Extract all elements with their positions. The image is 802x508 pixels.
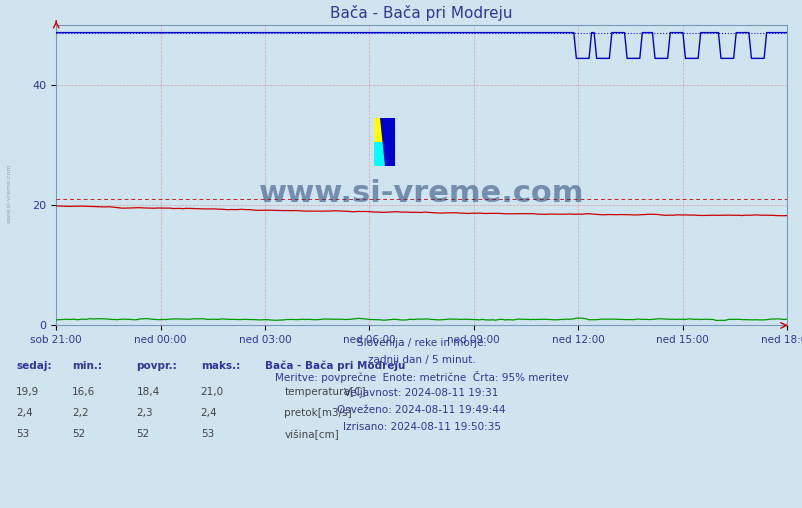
Text: 2,3: 2,3 (136, 408, 153, 418)
Text: Bača - Bača pri Modreju: Bača - Bača pri Modreju (265, 361, 405, 371)
Text: 52: 52 (136, 429, 150, 439)
Text: sedaj:: sedaj: (16, 361, 51, 371)
Text: Meritve: povprečne  Enote: metrične  Črta: 95% meritev: Meritve: povprečne Enote: metrične Črta:… (274, 371, 568, 384)
Text: 53: 53 (200, 429, 214, 439)
Text: Osveženo: 2024-08-11 19:49:44: Osveženo: 2024-08-11 19:49:44 (337, 405, 505, 415)
Text: min.:: min.: (72, 361, 102, 371)
Text: 2,4: 2,4 (200, 408, 217, 418)
Text: 52: 52 (72, 429, 86, 439)
Bar (374, 118, 385, 142)
Text: 19,9: 19,9 (16, 387, 39, 397)
Text: Veljavnost: 2024-08-11 19:31: Veljavnost: 2024-08-11 19:31 (344, 388, 498, 398)
Polygon shape (379, 118, 385, 166)
Text: www.si-vreme.com: www.si-vreme.com (6, 163, 11, 223)
Text: Izrisano: 2024-08-11 19:50:35: Izrisano: 2024-08-11 19:50:35 (342, 422, 500, 432)
Text: www.si-vreme.com: www.si-vreme.com (258, 179, 584, 208)
Text: pretok[m3/s]: pretok[m3/s] (284, 408, 351, 418)
Text: 18,4: 18,4 (136, 387, 160, 397)
Title: Bača - Bača pri Modreju: Bača - Bača pri Modreju (330, 6, 512, 21)
Text: zadnji dan / 5 minut.: zadnji dan / 5 minut. (367, 355, 475, 365)
Bar (374, 142, 385, 166)
Text: maks.:: maks.: (200, 361, 240, 371)
Text: povpr.:: povpr.: (136, 361, 177, 371)
Text: temperatura[C]: temperatura[C] (284, 387, 365, 397)
Text: 53: 53 (16, 429, 30, 439)
Text: 2,4: 2,4 (16, 408, 33, 418)
Text: višina[cm]: višina[cm] (284, 429, 338, 439)
Text: 21,0: 21,0 (200, 387, 224, 397)
Text: Slovenija / reke in morje.: Slovenija / reke in morje. (356, 338, 486, 348)
Text: 2,2: 2,2 (72, 408, 89, 418)
Text: 16,6: 16,6 (72, 387, 95, 397)
Bar (385, 118, 394, 166)
